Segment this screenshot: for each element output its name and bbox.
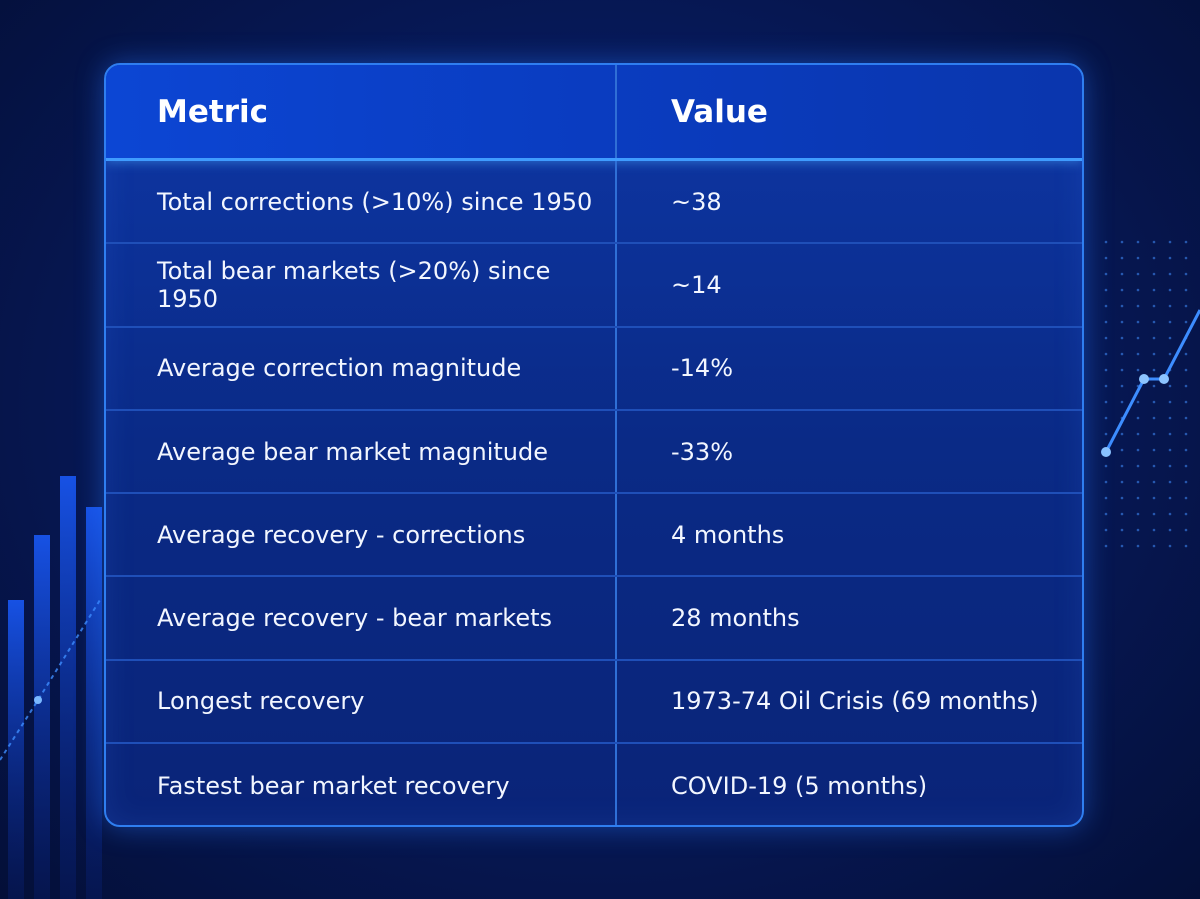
header-value: Value bbox=[671, 93, 768, 130]
table-header-row: Metric Value bbox=[106, 65, 1082, 161]
table-row: Longest recovery 1973-74 Oil Crisis (69 … bbox=[106, 660, 1082, 745]
metric-cell: Total bear markets (>20%) since 1950 bbox=[106, 244, 617, 326]
left-bars-decoration bbox=[8, 476, 102, 899]
metric-cell: Average bear market magnitude bbox=[106, 410, 617, 493]
table-row: Average recovery - bear markets 28 month… bbox=[106, 577, 1082, 661]
value-cell: ~38 bbox=[671, 187, 722, 216]
metric-cell: Fastest bear market recovery bbox=[106, 744, 617, 825]
value-cell: COVID-19 (5 months) bbox=[671, 771, 928, 800]
value-cell: -14% bbox=[671, 354, 734, 383]
metrics-table: Metric Value Total corrections (>10%) si… bbox=[104, 63, 1084, 827]
value-cell: 4 months bbox=[671, 520, 785, 549]
table-row: Average correction magnitude -14% bbox=[106, 327, 1082, 411]
value-cell: ~14 bbox=[671, 270, 722, 299]
metric-cell: Average recovery - bear markets bbox=[106, 577, 617, 659]
table-row: Average recovery - corrections 4 months bbox=[106, 494, 1082, 578]
metric-cell: Total corrections (>10%) since 1950 bbox=[106, 161, 617, 243]
value-cell: 28 months bbox=[671, 604, 800, 633]
table-row: Average bear market magnitude -33% bbox=[106, 410, 1082, 495]
value-cell: -33% bbox=[671, 437, 734, 466]
table-row: Total bear markets (>20%) since 1950 ~14 bbox=[106, 244, 1082, 328]
metric-cell: Average recovery - corrections bbox=[106, 494, 617, 576]
metric-cell: Longest recovery bbox=[106, 660, 617, 743]
metric-cell: Average correction magnitude bbox=[106, 327, 617, 409]
header-metric: Metric bbox=[106, 65, 617, 158]
table-row: Total corrections (>10%) since 1950 ~38 bbox=[106, 161, 1082, 245]
value-cell: 1973-74 Oil Crisis (69 months) bbox=[671, 687, 1039, 716]
table-row: Fastest bear market recovery COVID-19 (5… bbox=[106, 744, 1082, 825]
